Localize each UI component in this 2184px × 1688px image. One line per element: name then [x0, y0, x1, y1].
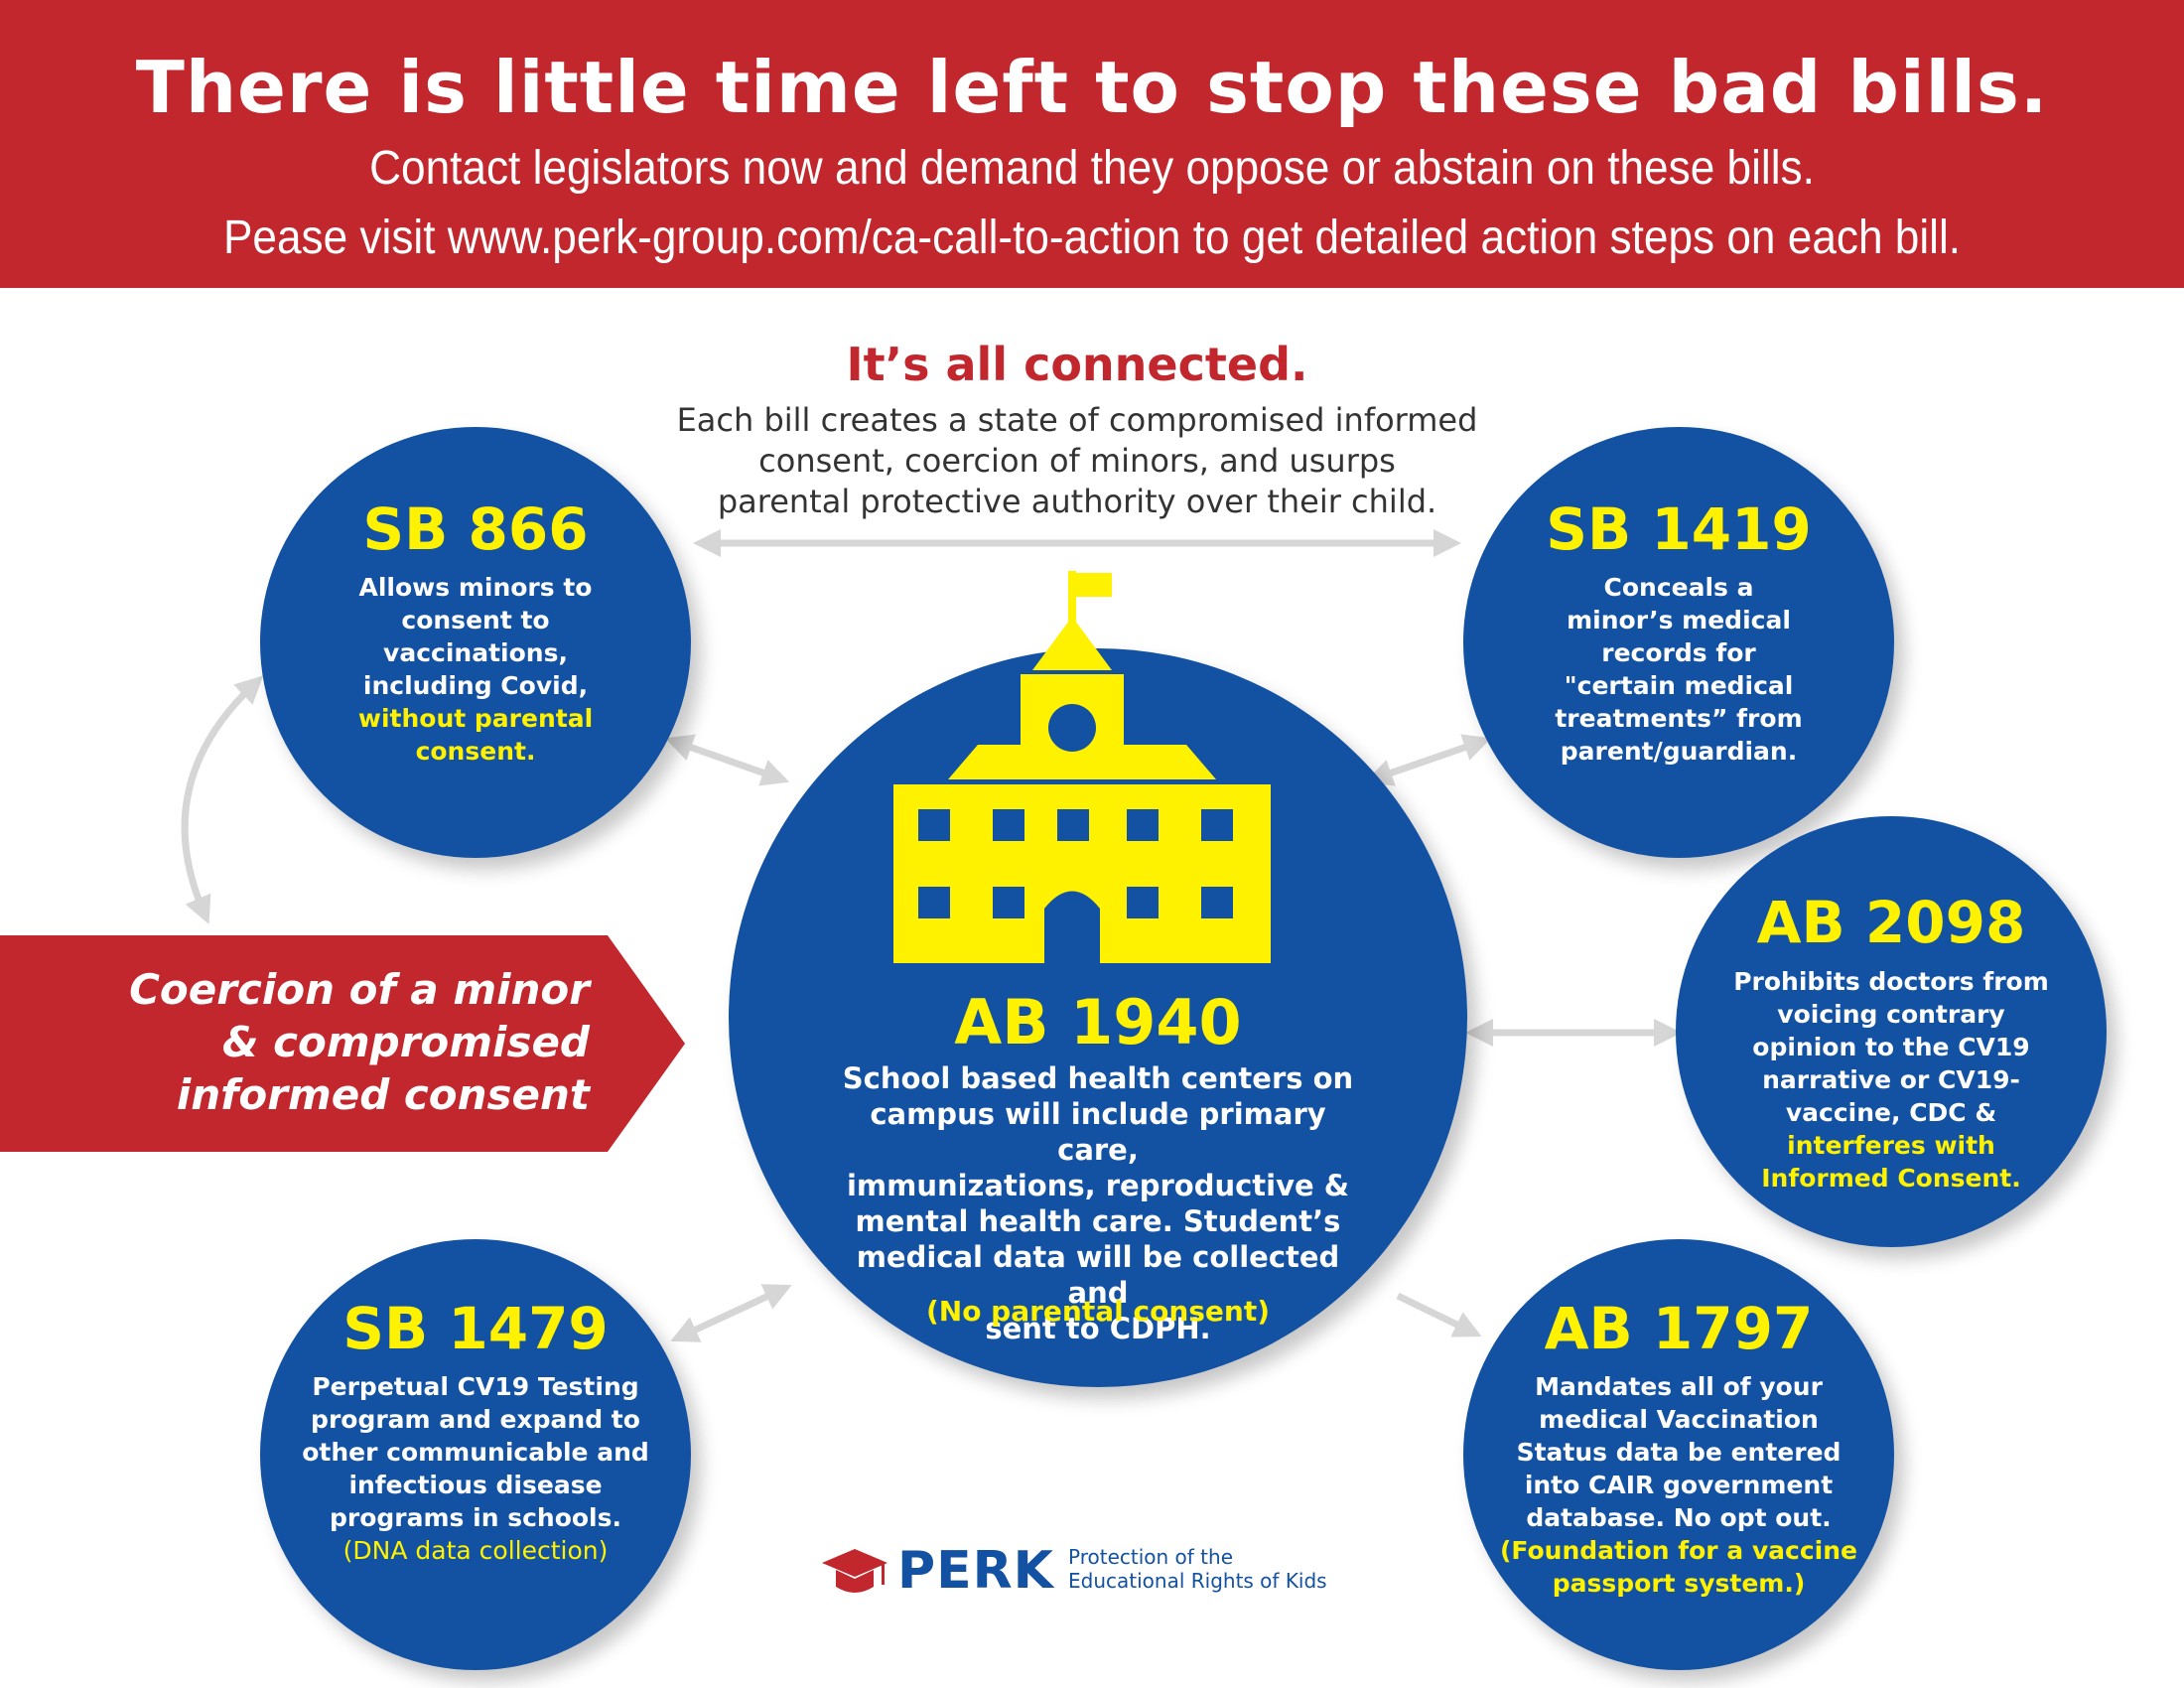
desc-line: into CAIR government [1524, 1471, 1834, 1499]
desc-line: campus will include primary care, [870, 1097, 1326, 1167]
arrow-sb866-ab1940 [664, 734, 790, 786]
connected-heading: It’s all connected. [846, 338, 1308, 391]
desc-line: sent to CDPH. [985, 1312, 1211, 1345]
tagline-line-2: Educational Rights of Kids [1068, 1569, 1327, 1593]
bill-description: School based health centers on campus wi… [828, 1060, 1368, 1346]
desc-line: other communicable and [302, 1438, 649, 1467]
perk-logo: PERK Protection of the Educational Right… [820, 1537, 1376, 1607]
desc-line: mental health care. Student’s [855, 1204, 1341, 1238]
desc-line: Mandates all of your [1535, 1372, 1823, 1401]
coercion-line-2: & compromised [221, 1018, 590, 1066]
bill-note: (No parental consent) [925, 1295, 1271, 1328]
bill-title: AB 2098 [1756, 889, 2026, 956]
coercion-arrow-label: Coercion of a minor & compromised inform… [0, 935, 685, 1152]
bill-circle-sb1419: SB 1419 Conceals a minor’s medical recor… [1463, 427, 1894, 858]
desc-line: Conceals a [1603, 573, 1754, 602]
bill-description: Mandates all of your medical Vaccination… [1487, 1370, 1870, 1600]
bill-circle-ab1797: AB 1797 Mandates all of your medical Vac… [1463, 1239, 1894, 1670]
desc-highlight: interferes with [1787, 1131, 1995, 1160]
bill-description: Conceals a minor’s medical records for "… [1503, 571, 1854, 768]
coercion-text: Coercion of a minor & compromised inform… [60, 963, 590, 1121]
desc-highlight: passport system.) [1552, 1569, 1806, 1598]
desc-line: Allows minors to [358, 573, 593, 602]
desc-highlight: Informed Consent. [1761, 1164, 2021, 1193]
desc-highlight: without parental [357, 704, 594, 733]
bill-title: SB 1479 [342, 1295, 609, 1362]
bill-title: AB 1797 [1544, 1295, 1814, 1362]
bill-description: Allows minors to consent to vaccinations… [300, 571, 651, 768]
bill-title: SB 866 [362, 495, 589, 563]
school-building-icon [893, 571, 1271, 963]
desc-line: consent to [401, 606, 550, 634]
bill-circle-ab1940: AB 1940 School based health centers on c… [729, 648, 1467, 1387]
desc-line: parent/guardian. [1560, 737, 1798, 766]
desc-line: opinion to the CV19 [1752, 1033, 2030, 1061]
desc-line: Prohibits doctors from [1733, 967, 2049, 996]
desc-line: School based health centers on [842, 1061, 1354, 1095]
desc-line: including Covid, [362, 671, 589, 700]
desc-line: immunizations, reproductive & [846, 1169, 1350, 1202]
bill-circle-sb1479: SB 1479 Perpetual CV19 Testing program a… [260, 1239, 691, 1670]
arrow-sb1479-ab1940 [670, 1284, 792, 1342]
desc-line: database. No opt out. [1526, 1503, 1832, 1532]
banner-title: There is little time left to stop these … [135, 46, 2049, 129]
desc-line: program and expand to [311, 1405, 640, 1434]
desc-line: treatments” from [1555, 704, 1803, 733]
desc-line: records for [1601, 638, 1756, 667]
graduation-cap-icon [822, 1549, 887, 1593]
connected-line-1: Each bill creates a state of compromised… [676, 401, 1478, 439]
tagline-line-1: Protection of the [1068, 1545, 1233, 1569]
desc-line: Perpetual CV19 Testing [312, 1372, 639, 1401]
red-arrow-shape [0, 935, 685, 1152]
desc-line: programs in schools. [330, 1503, 621, 1532]
desc-highlight: (DNA data collection) [342, 1536, 609, 1565]
bill-title: AB 1940 [954, 986, 1242, 1058]
desc-line: minor’s medical [1567, 606, 1791, 634]
desc-line: Status data be entered [1516, 1438, 1842, 1467]
connected-description: Each bill creates a state of compromised… [0, 400, 2154, 522]
bill-circle-sb866: SB 866 Allows minors to consent to vacci… [260, 427, 691, 858]
arrow-ab1940-ab1797 [1396, 1292, 1482, 1337]
bill-title: SB 1419 [1546, 495, 1812, 563]
top-banner: There is little time left to stop these … [0, 0, 2184, 288]
desc-line: vaccine, CDC & [1785, 1098, 1997, 1127]
bill-description: Perpetual CV19 Testing program and expan… [296, 1370, 655, 1567]
connected-line-3: parental protective authority over their… [717, 483, 1437, 520]
desc-line: infectious disease [348, 1471, 603, 1499]
coercion-line-3: informed consent [176, 1070, 590, 1119]
perk-wordmark: PERK [897, 1541, 1054, 1601]
bill-description: Prohibits doctors from voicing contrary … [1711, 965, 2071, 1195]
desc-line: "certain medical [1564, 671, 1794, 700]
arrow-sb1419-ab1940 [1364, 734, 1492, 786]
desc-line: medical data will be collected and [856, 1240, 1340, 1310]
perk-tagline: Protection of the Educational Rights of … [1068, 1545, 1327, 1593]
coercion-line-1: Coercion of a minor [129, 965, 590, 1014]
desc-line: vaccinations, [383, 638, 568, 667]
banner-subtitle-1: Contact legislators now and demand they … [369, 142, 1815, 195]
desc-line: medical Vaccination [1539, 1405, 1819, 1434]
desc-highlight: (Foundation for a vaccine [1499, 1536, 1857, 1565]
arrow-sb866-coercion [181, 675, 264, 924]
connected-line-2: consent, coercion of minors, and usurps [758, 442, 1396, 480]
desc-line: narrative or CV19- [1762, 1065, 2020, 1094]
banner-subtitle-2: Pease visit www.perk-group.com/ca-call-t… [222, 211, 1962, 264]
desc-highlight: consent. [415, 737, 536, 766]
desc-line: voicing contrary [1777, 1000, 2005, 1029]
bill-circle-ab2098: AB 2098 Prohibits doctors from voicing c… [1676, 816, 2107, 1247]
